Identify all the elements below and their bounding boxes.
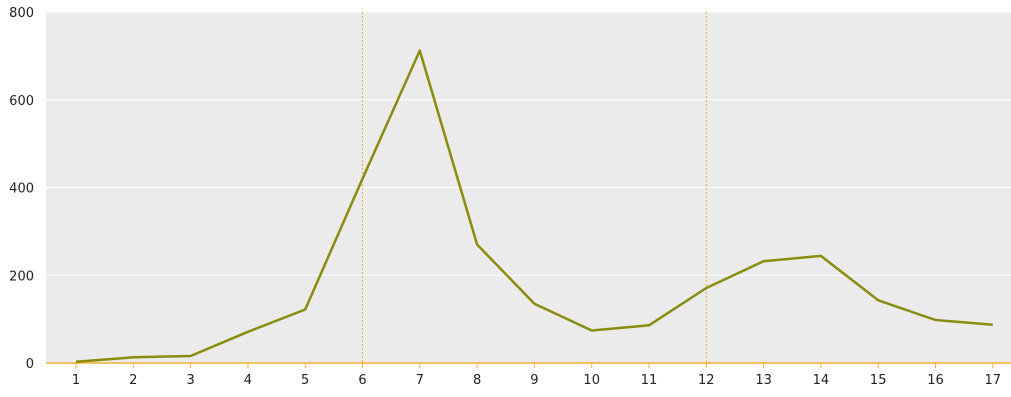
y-tick-label: 600	[9, 94, 34, 109]
y-tick-label: 0	[26, 357, 34, 372]
x-axis-tick-labels: 1 2 3 4 5 6 7 8 9 10 11 12 13 14 15 16 17	[72, 373, 1001, 388]
series-lines	[75, 49, 993, 363]
reference-lines	[362, 12, 707, 363]
x-tick-label: 8	[473, 373, 481, 388]
x-tick-label: 4	[244, 373, 252, 388]
x-axis	[46, 362, 1011, 368]
x-tick-label: 17	[985, 373, 1002, 388]
x-tick-label: 3	[186, 373, 194, 388]
x-tick-label: 10	[583, 373, 600, 388]
x-tick-label: 9	[530, 373, 538, 388]
x-tick-label: 12	[698, 373, 715, 388]
x-tick-label: 16	[927, 373, 944, 388]
y-axis-tick-labels: 0 200 400 600 800	[9, 6, 34, 372]
series-line	[75, 49, 993, 363]
x-tick-label: 14	[813, 373, 830, 388]
x-tick-label: 15	[870, 373, 887, 388]
y-tick-label: 400	[9, 182, 34, 197]
x-tick-label: 11	[641, 373, 658, 388]
y-tick-label: 800	[9, 6, 34, 21]
x-tick-label: 5	[301, 373, 309, 388]
x-tick-label: 2	[129, 373, 137, 388]
x-tick-label: 1	[72, 373, 80, 388]
gridlines	[46, 11, 1011, 276]
x-tick-label: 13	[755, 373, 772, 388]
y-tick-label: 200	[9, 269, 34, 284]
x-tick-label: 6	[358, 373, 366, 388]
x-tick-label: 7	[416, 373, 424, 388]
